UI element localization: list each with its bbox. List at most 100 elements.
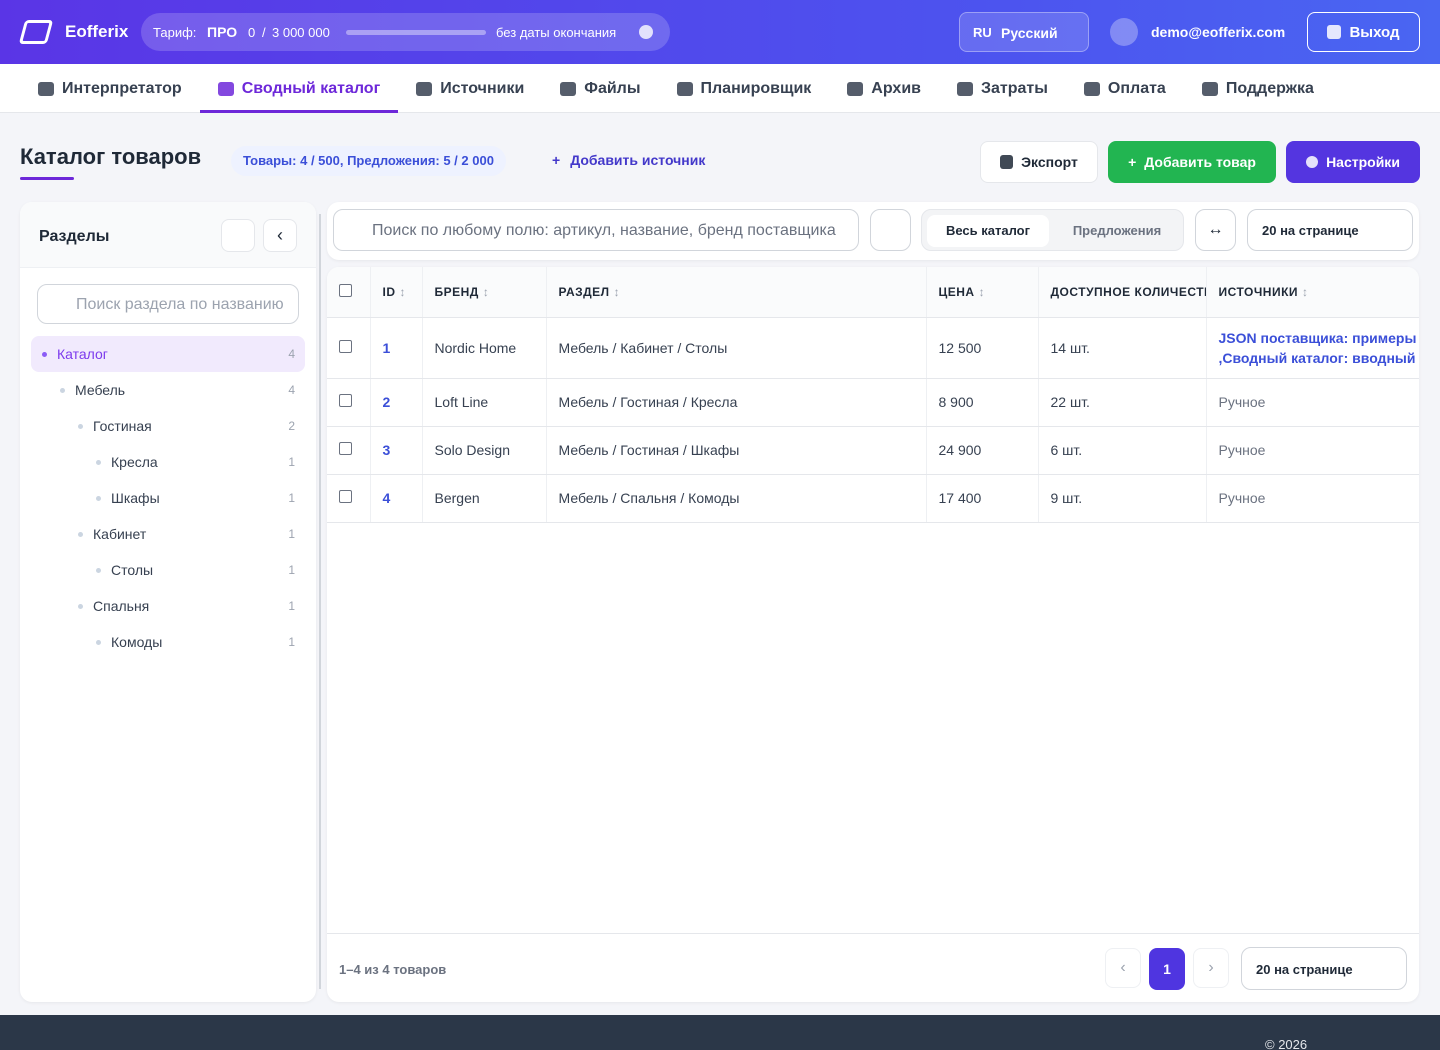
nav-item[interactable]: Файлы [542, 64, 658, 113]
tree-item[interactable]: Комоды 1 [31, 624, 305, 660]
nav-item[interactable]: Оплата [1066, 64, 1184, 113]
edit-button[interactable] [221, 219, 255, 252]
user-email[interactable]: demo@eofferix.com [1151, 24, 1286, 40]
per-page-select[interactable]: 20 на странице [1241, 947, 1407, 990]
tree-label: Кабинет [93, 526, 147, 542]
expiry: без даты окончания [496, 25, 617, 40]
checkbox[interactable] [339, 442, 352, 455]
nav-item[interactable]: Источники [398, 64, 542, 113]
checkbox[interactable] [339, 283, 352, 297]
section-search[interactable]: Поиск раздела по названию [37, 284, 299, 324]
column-header[interactable]: ДОСТУПНОЕ КОЛИЧЕСТВО↕ [1038, 267, 1207, 318]
tree-count: 1 [288, 635, 295, 649]
export-button[interactable]: Экспорт [980, 141, 1098, 183]
info-icon[interactable] [639, 25, 653, 39]
column-header[interactable]: РАЗДЕЛ ↕ [546, 267, 927, 318]
nav-item[interactable]: Затраты [939, 64, 1066, 113]
source[interactable]: ,Сводный каталог: вводный [1218, 349, 1416, 366]
tree-label: Мебель [75, 382, 126, 398]
column-header[interactable]: ID ↕ [370, 267, 423, 318]
checkbox[interactable] [339, 339, 352, 353]
settings-button[interactable]: Настройки [1286, 141, 1420, 183]
header-row: ID ↕ БРЕНД ↕ РАЗДЕЛ ↕ ЦЕНА ↕ ДОСТУПНОЕ КОЛИЧЕСТВ… [327, 267, 1419, 318]
tree-count: 1 [288, 527, 295, 541]
logout-label: Выход [1349, 23, 1400, 41]
collapse-button[interactable]: ‹ [263, 219, 297, 252]
nav-item[interactable]: Интерпретатор [20, 64, 200, 113]
tree-count: 2 [288, 419, 295, 433]
select-all-cell [327, 267, 371, 318]
tab-active[interactable]: Весь каталог [927, 215, 1049, 247]
per-page-label: 20 на странице [1256, 962, 1353, 977]
brand-cell: Nordic Home [422, 317, 547, 379]
brand: Loft Line [434, 394, 489, 410]
top-bar: Eofferix Тариф: ПРО 0 / 3 000 000 без да… [0, 0, 1440, 64]
stock-cell: 9 шт. [1038, 474, 1207, 523]
tree-item[interactable]: Мебель 4 [31, 372, 305, 408]
tree-label: Спальня [93, 598, 150, 614]
tab[interactable]: Предложения [1072, 223, 1162, 238]
nav-icon [1083, 81, 1100, 96]
stock: 9 шт. [1050, 490, 1083, 506]
page-button[interactable]: 1 [1149, 948, 1185, 990]
add-source-link[interactable]: + Добавить источник [552, 152, 705, 168]
per-page-select[interactable]: 20 на странице [1247, 209, 1413, 251]
language-select[interactable]: RU Русский [959, 12, 1089, 52]
nav-item[interactable]: Сводный каталог [199, 64, 399, 113]
brand: Nordic Home [434, 339, 517, 356]
page-title: Каталог товаров [20, 144, 202, 169]
tree-item[interactable]: Каталог 4 [31, 336, 305, 372]
add-product-label: Добавить товар [1144, 154, 1256, 170]
id-cell[interactable]: 1 [370, 317, 423, 379]
tree-item[interactable]: Шкафы 1 [31, 480, 305, 516]
bullet [96, 495, 101, 501]
tree-label: Комоды [111, 634, 163, 650]
checkbox[interactable] [339, 394, 352, 407]
brand-cell: Bergen [422, 474, 547, 523]
section-cell: Мебель / Гостиная / Кресла [546, 378, 927, 427]
section-cell: Мебель / Кабинет / Столы [546, 317, 927, 379]
tariff-label: Тариф: [153, 25, 197, 40]
checkbox[interactable] [339, 490, 352, 503]
nav-icon [217, 81, 234, 96]
nav-item[interactable]: Архив [829, 64, 939, 113]
next-page[interactable]: › [1193, 948, 1229, 988]
prev-page[interactable]: ‹ [1105, 948, 1141, 988]
nav-item[interactable]: Поддержка [1184, 64, 1332, 113]
id-cell[interactable]: 2 [370, 378, 423, 427]
title-underline [20, 177, 74, 180]
source[interactable]: JSON поставщика: примеры [1218, 329, 1417, 346]
stock-cell: 6 шт. [1038, 426, 1207, 475]
tree-label: Столы [111, 562, 154, 578]
tree-item[interactable]: Кресла 1 [31, 444, 305, 480]
tree-item[interactable]: Гостиная 2 [31, 408, 305, 444]
column-header[interactable]: ЦЕНА ↕ [926, 267, 1039, 318]
global-search[interactable]: Поиск по любому полю: артикул, название,… [333, 209, 859, 251]
id-cell[interactable]: 3 [370, 426, 423, 475]
filter-button[interactable] [870, 209, 911, 251]
add-product-button[interactable]: + Добавить товар [1108, 141, 1276, 183]
logout-button[interactable]: Выход [1307, 12, 1420, 52]
resize-handle[interactable] [319, 214, 321, 989]
tree-item[interactable]: Спальня 1 [31, 588, 305, 624]
tree-item[interactable]: Кабинет 1 [31, 516, 305, 552]
section: Мебель / Гостиная / Кресла [558, 394, 738, 410]
column-header[interactable]: БРЕНД ↕ [422, 267, 547, 318]
sort-icon: ↕ [1302, 284, 1309, 299]
column-header[interactable]: ИСТОЧНИКИ ↕ [1206, 267, 1419, 318]
nav-label: Архив [871, 79, 921, 97]
nav-item[interactable]: Планировщик [659, 64, 830, 113]
export-label: Экспорт [1021, 154, 1078, 170]
tree-item[interactable]: Столы 1 [31, 552, 305, 588]
logo[interactable]: Eofferix [65, 22, 129, 41]
footer: © 2026 [0, 1015, 1440, 1050]
brand-cell: Solo Design [422, 426, 547, 475]
sort-icon: ↕ [613, 284, 621, 299]
nav-icon [676, 81, 693, 96]
stock-cell: 22 шт. [1038, 378, 1207, 427]
id-cell[interactable]: 4 [370, 474, 423, 523]
bullet [78, 603, 83, 609]
width-toggle[interactable]: ↔ [1195, 209, 1236, 251]
sort-icon: ↕ [482, 284, 490, 299]
nav-label: Интерпретатор [62, 79, 182, 97]
